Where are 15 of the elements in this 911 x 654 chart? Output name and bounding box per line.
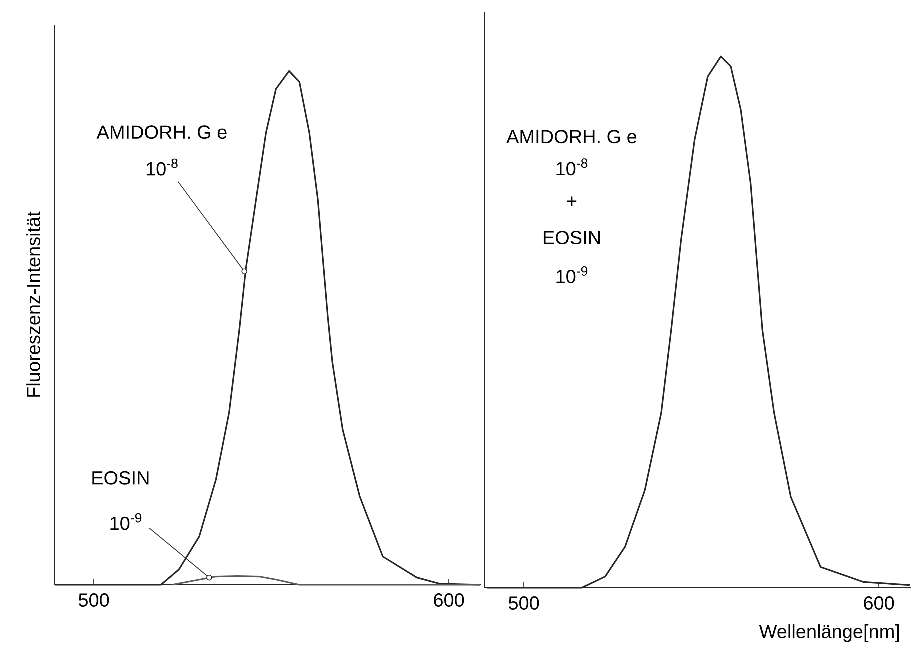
- annotation: 10$^{-8}$: [556, 158, 588, 176]
- annotation: +: [567, 196, 577, 206]
- annotation: AMIDORH. G e: [96, 126, 227, 140]
- x-tick-label: 500: [508, 596, 540, 610]
- x-axis-title: Wellenlänge[nm]: [759, 624, 900, 642]
- x-tick-label: 500: [78, 594, 110, 607]
- annotation: EOSIN: [92, 471, 149, 485]
- annotation: 10$^{-8}$: [146, 158, 178, 176]
- x-tick-label: 600: [434, 594, 464, 607]
- x-tick-label: 600: [864, 596, 894, 610]
- annotation: 10$^{-9}$: [110, 513, 142, 530]
- y-axis-title: Fluoreszenz-Intensität: [26, 212, 40, 397]
- annotation: EOSIN: [544, 231, 600, 245]
- annotation: 10$^{-9}$: [556, 266, 588, 284]
- annotation: AMIDORH. G e: [506, 130, 637, 144]
